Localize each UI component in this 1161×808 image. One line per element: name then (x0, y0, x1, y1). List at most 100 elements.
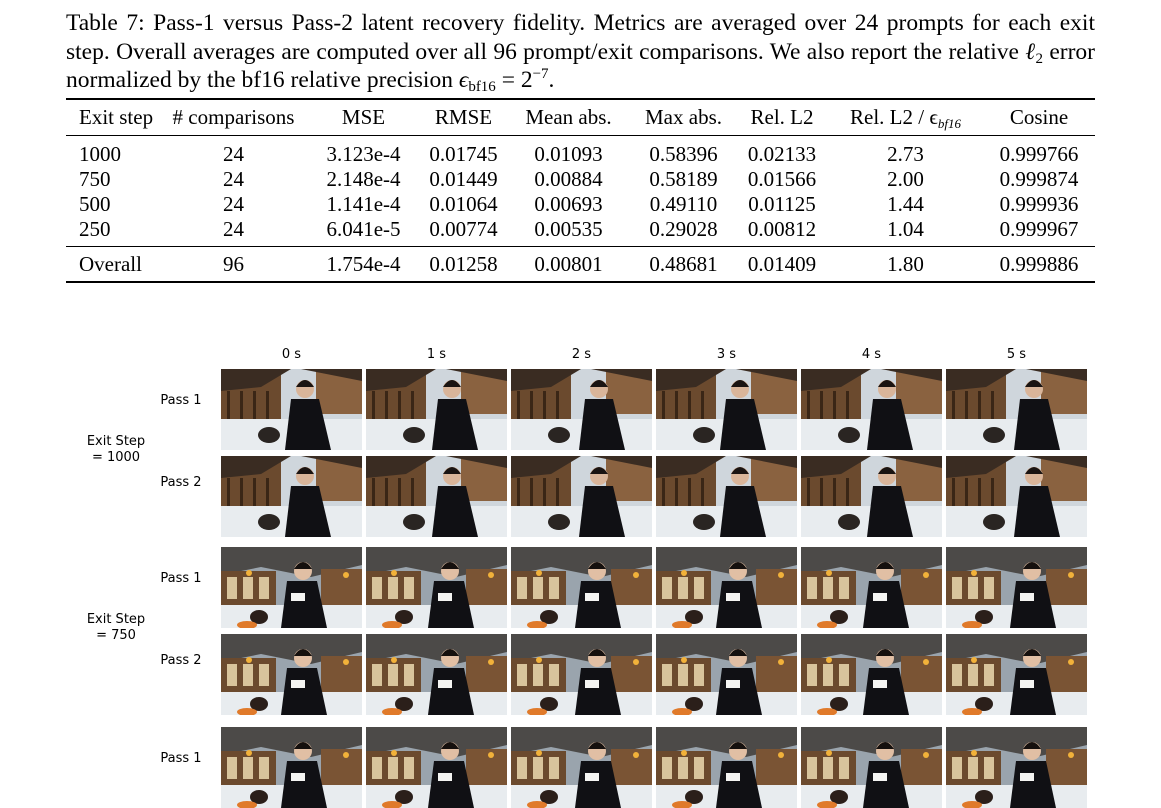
exit-step-label-value: = 750 (96, 628, 136, 643)
caption-math-eq: = 2 (495, 67, 533, 93)
header-rel-l2-eps-sub: bf16 (937, 116, 961, 131)
video-frame (801, 456, 942, 537)
pass-2-label: Pass 2 (160, 653, 202, 668)
video-frame (656, 727, 797, 808)
table-cell: 0.01409 (747, 251, 817, 276)
video-frame (221, 456, 362, 537)
caption-text-1: Table 7: Pass-1 versus Pass-2 latent rec… (66, 10, 1095, 65)
table-cell: 2.00 (887, 167, 924, 191)
video-frame (801, 369, 942, 450)
table-cell: 0.01449 (429, 167, 498, 191)
table-cell: 0.58189 (649, 167, 718, 191)
table-header-row: Exit step # comparisons MSE RMSE Mean ab… (66, 99, 1095, 136)
caption-math-l2-sub: 2 (1035, 50, 1044, 67)
table-cell: 96 (223, 251, 244, 276)
time-label: 1 s (426, 347, 447, 362)
table-cell: 1.754e-4 (326, 251, 401, 276)
table-cell: 0.01745 (429, 142, 498, 166)
table-cell: 24 (223, 217, 244, 241)
video-frame (366, 369, 507, 450)
video-frame (511, 369, 652, 450)
video-frame (656, 456, 797, 537)
table-cell: 24 (223, 167, 244, 191)
video-frame (511, 727, 652, 808)
table-row: 250 24 6.041e-5 0.00774 0.00535 0.29028 … (66, 217, 1095, 247)
exit-step-label-value: = 1000 (91, 450, 141, 465)
pass-1-label: Pass 1 (160, 571, 202, 586)
video-frame (511, 547, 652, 628)
table-cell: 0.999874 (999, 167, 1079, 191)
table-cell: 0.58396 (649, 142, 718, 166)
video-frame (656, 547, 797, 628)
caption-math-l2: ℓ (1025, 38, 1036, 65)
table-cell: Overall (79, 251, 142, 276)
video-frame (221, 547, 362, 628)
table-cell: 0.00812 (747, 217, 817, 241)
time-label: 0 s (281, 347, 302, 362)
video-frame (366, 727, 507, 808)
table-cell: 0.00693 (534, 192, 603, 216)
table-cell: 0.999766 (999, 142, 1079, 166)
header-rel-l2-eps: Rel. L2 / ϵbf16 (828, 99, 983, 136)
header-exit-step: Exit step (79, 105, 154, 129)
header-comparisons: # comparisons (172, 105, 295, 129)
table-cell: 0.999936 (999, 192, 1079, 216)
table-cell: 0.999967 (999, 217, 1079, 241)
table-row: 1000 24 3.123e-4 0.01745 0.01093 0.58396… (66, 136, 1095, 168)
caption-text-2: error normalized by the bf16 relative pr… (66, 38, 1095, 94)
time-label: 3 s (716, 347, 737, 362)
exit-step-label-750: Exit Step = 750 (70, 612, 162, 644)
table-row-overall: Overall 96 1.754e-4 0.01258 0.00801 0.48… (66, 246, 1095, 282)
table-cell: 1000 (79, 142, 121, 166)
time-label: 4 s (861, 347, 882, 362)
video-frame (946, 456, 1087, 537)
table-cell: 1.44 (887, 192, 924, 216)
header-mse: MSE (341, 105, 386, 129)
exit-step-label-line: Exit Step (86, 434, 146, 449)
header-max-abs: Max abs. (645, 105, 722, 129)
table-cell: 0.01125 (748, 192, 816, 216)
table-cell: 1.80 (887, 251, 924, 276)
table-cell: 3.123e-4 (326, 142, 401, 166)
caption-math-eps-sub: bf16 (468, 79, 496, 95)
table-cell: 2.148e-4 (326, 167, 401, 191)
table-cell: 2.73 (887, 142, 924, 166)
exit-step-label-1000: Exit Step = 1000 (70, 434, 162, 466)
video-frame (366, 456, 507, 537)
time-label: 5 s (1006, 347, 1027, 362)
table-cell: 24 (223, 192, 244, 216)
time-label: 2 s (571, 347, 592, 362)
pass-1-label: Pass 1 (160, 751, 202, 766)
table-cell: 0.01064 (429, 192, 498, 216)
video-frame (946, 369, 1087, 450)
pass-2-label: Pass 2 (160, 475, 202, 490)
table-cell: 0.01093 (534, 142, 603, 166)
video-frame (221, 369, 362, 450)
video-frame (801, 547, 942, 628)
video-frame (511, 634, 652, 715)
table-cell: 6.041e-5 (326, 217, 401, 241)
table-cell: 0.02133 (747, 142, 817, 166)
video-frame (801, 727, 942, 808)
video-frame (511, 456, 652, 537)
table-cell: 750 (79, 167, 111, 191)
video-frame (366, 634, 507, 715)
table-caption: Table 7: Pass-1 versus Pass-2 latent rec… (66, 9, 1095, 95)
table-cell: 0.999886 (999, 251, 1079, 276)
table-cell: 0.00535 (534, 217, 603, 241)
table-cell: 0.00801 (534, 251, 603, 276)
table-row: 750 24 2.148e-4 0.01449 0.00884 0.58189 … (66, 167, 1095, 192)
table-row: 500 24 1.141e-4 0.01064 0.00693 0.49110 … (66, 192, 1095, 217)
video-frame (946, 547, 1087, 628)
table-cell: 0.00884 (534, 167, 603, 191)
header-mean-abs: Mean abs. (525, 105, 612, 129)
pass-1-label: Pass 1 (160, 393, 202, 408)
table-cell: 250 (79, 217, 111, 241)
exit-step-label-line: Exit Step (86, 612, 146, 627)
table-cell: 0.29028 (649, 217, 718, 241)
table-cell: 0.01258 (429, 251, 498, 276)
caption-end: . (548, 67, 555, 93)
table-cell: 0.00774 (429, 217, 498, 241)
table-cell: 0.49110 (649, 192, 718, 216)
video-frame (946, 727, 1087, 808)
